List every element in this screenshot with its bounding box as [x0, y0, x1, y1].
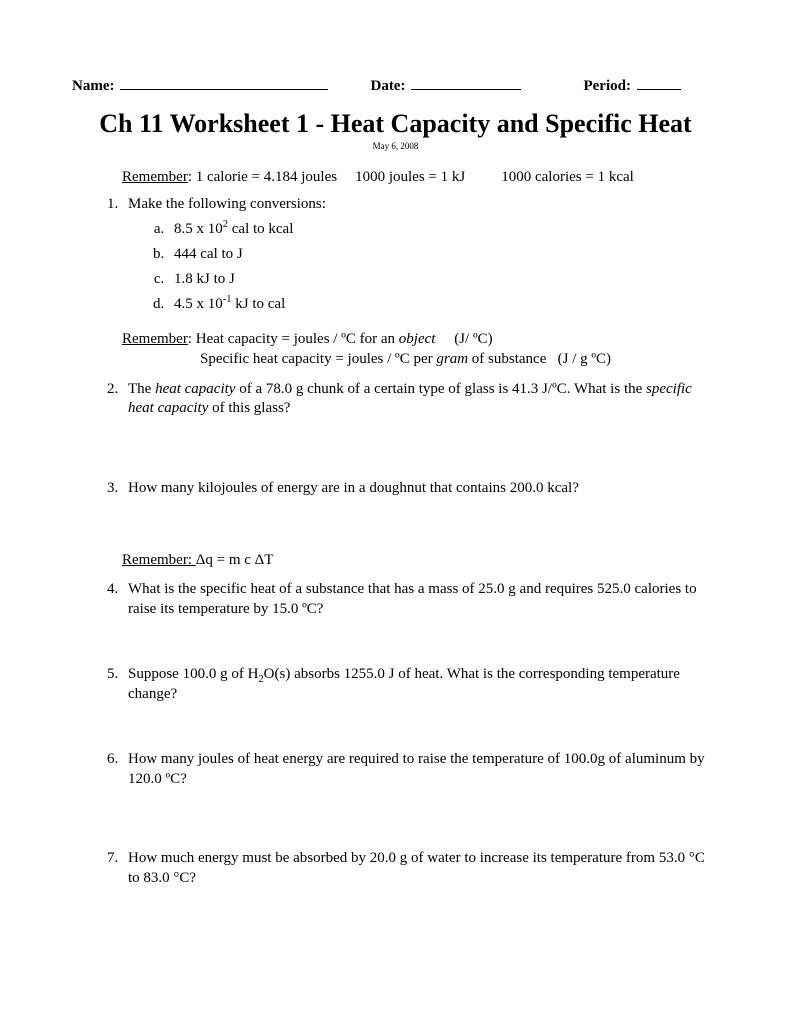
period-label: Period: [583, 78, 630, 95]
remember-label-2: Remember [122, 331, 188, 347]
question-1: Make the following conversions: 8.5 x 10… [122, 196, 719, 313]
question-list: Make the following conversions: 8.5 x 10… [72, 196, 719, 313]
worksheet-page: Name: Date: Period: Ch 11 Worksheet 1 - … [0, 0, 791, 1024]
remember1-p3: 1000 calories = 1 kcal [501, 169, 634, 185]
remember-label-1: Remember [122, 169, 188, 185]
question-4: What is the specific heat of a substance… [122, 580, 719, 655]
question-list-3: What is the specific heat of a substance… [72, 580, 719, 888]
page-title: Ch 11 Worksheet 1 - Heat Capacity and Sp… [72, 109, 719, 139]
question-5: Suppose 100.0 g of H2O(s) absorbs 1255.0… [122, 665, 719, 740]
remember1-p1: : 1 calorie = 4.184 joules [188, 169, 337, 185]
q1-text: Make the following conversions: [128, 196, 326, 212]
date-label: Date: [370, 78, 405, 95]
header-row: Name: Date: Period: [72, 78, 719, 95]
q1-subitems: 8.5 x 102 cal to kcal 444 cal to J 1.8 k… [128, 221, 719, 313]
remember-heat-capacity: Remember: Heat capacity = joules / ºC fo… [122, 329, 719, 370]
question-2: The heat capacity of a 78.0 g chunk of a… [122, 380, 719, 469]
name-blank[interactable] [120, 89, 328, 90]
name-label: Name: [72, 78, 114, 95]
q1-a: 8.5 x 102 cal to kcal [168, 221, 719, 238]
remember-conversions: Remember: 1 calorie = 4.184 joules 1000 j… [122, 169, 719, 186]
q1-c: 1.8 kJ to J [168, 271, 719, 288]
period-blank[interactable] [637, 89, 681, 90]
remember1-p2: 1000 joules = 1 kJ [355, 169, 465, 185]
page-date: May 6, 2008 [72, 141, 719, 151]
q1-b: 444 cal to J [168, 246, 719, 263]
remember-formula: Remember: Δq = m c ΔT [122, 550, 719, 570]
date-blank[interactable] [411, 89, 521, 90]
q1-d: 4.5 x 10-1 kJ to cal [168, 296, 719, 313]
question-6: How many joules of heat energy are requi… [122, 750, 719, 839]
remember-label-3: Remember: [122, 552, 196, 568]
question-list-2: The heat capacity of a 78.0 g chunk of a… [72, 380, 719, 535]
question-3: How many kilojoules of energy are in a d… [122, 479, 719, 535]
question-7: How much energy must be absorbed by 20.0… [122, 849, 719, 888]
